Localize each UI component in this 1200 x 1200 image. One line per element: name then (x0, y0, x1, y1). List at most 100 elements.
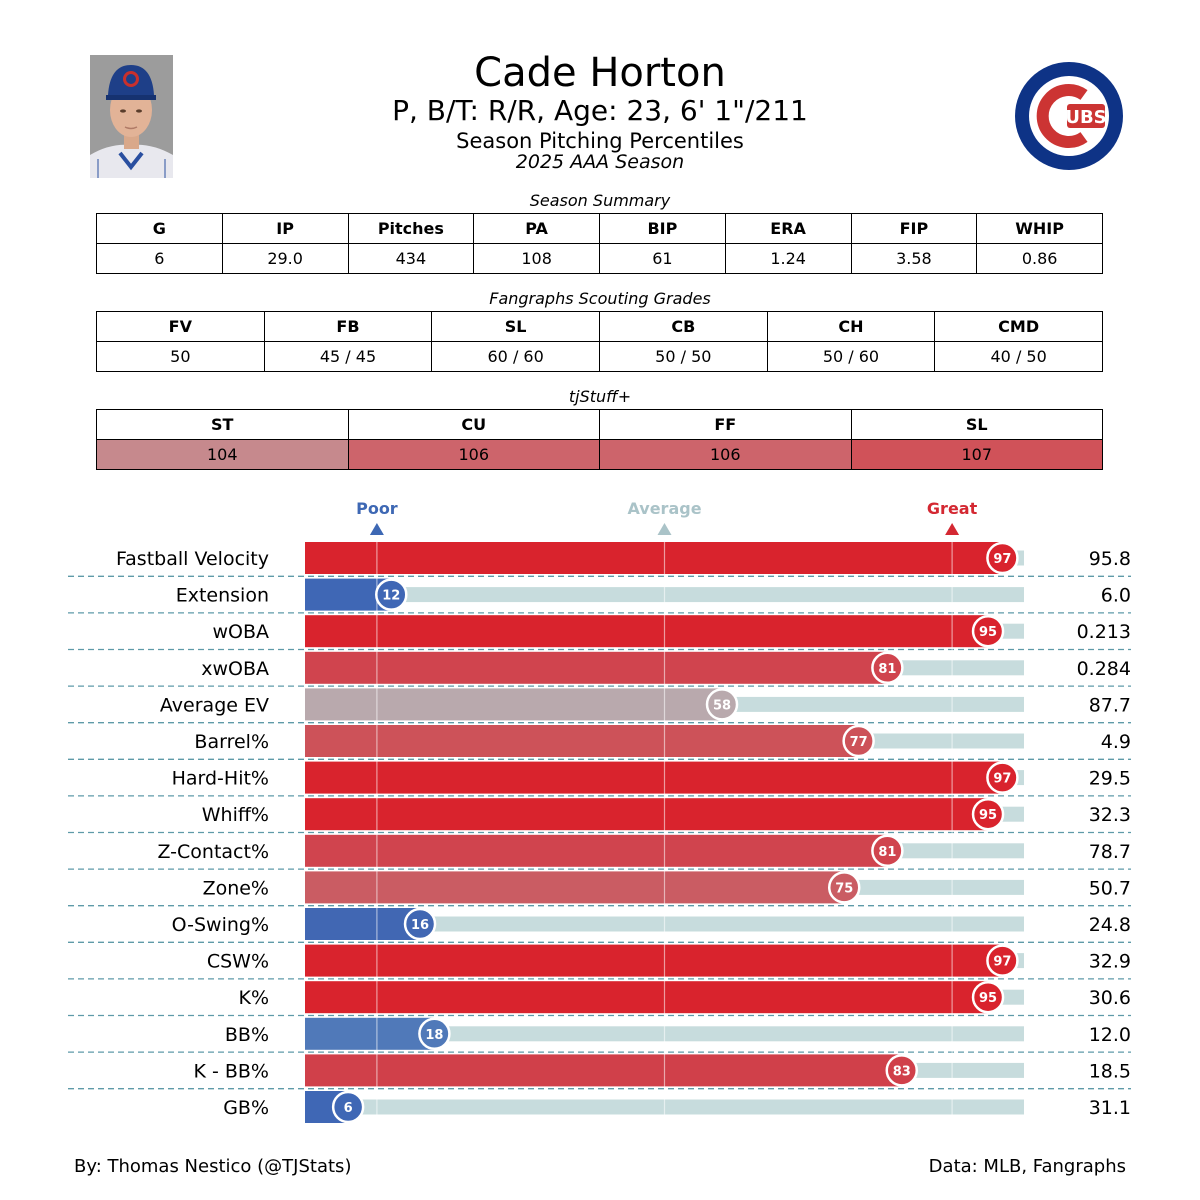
stat-value: 6.0 (1101, 585, 1131, 607)
scouting-col-cmd: CMD (934, 311, 1103, 342)
percentile-bar (305, 688, 723, 721)
percentile-marker (986, 944, 1019, 977)
percentile-label: 97 (993, 772, 1011, 787)
summary-val-whip: 0.86 (976, 243, 1103, 274)
summary-val-bip: 61 (599, 243, 726, 274)
scouting-val-cmd: 40 / 50 (934, 341, 1103, 372)
marker-label-average: Average (627, 499, 701, 518)
category-label: Hard-Hit% (172, 768, 269, 790)
summary-header-row: G IP Pitches PA BIP ERA FIP WHIP (96, 213, 1103, 244)
percentile-marker (885, 1054, 919, 1087)
stat-value: 24.8 (1089, 914, 1131, 936)
marker-triangle-great (945, 523, 960, 535)
marker-label-great: Great (927, 499, 978, 518)
percentile-bar (305, 908, 421, 940)
category-label: Zone% (203, 877, 269, 899)
chart-subtitle: Season Pitching Percentiles (456, 129, 744, 153)
stat-value: 18.5 (1089, 1060, 1131, 1082)
percentile-label: 97 (993, 955, 1011, 970)
tjstuff-col-st: ST (96, 409, 349, 440)
percentile-marker (828, 871, 861, 904)
summary-col-g: G (96, 213, 223, 244)
percentile-label: 12 (382, 589, 400, 604)
percentile-marker (842, 724, 875, 758)
stat-value: 95.8 (1089, 548, 1131, 570)
percentile-bar (305, 615, 989, 648)
percentile-label: 83 (893, 1064, 911, 1079)
percentile-label: 58 (713, 698, 731, 713)
stat-value: 31.1 (1089, 1097, 1131, 1119)
footer-source: Data: MLB, Fangraphs (928, 1156, 1126, 1177)
scouting-val-fb: 45 / 45 (263, 341, 433, 372)
player-name: Cade Horton (474, 50, 726, 96)
category-label: Extension (176, 585, 269, 607)
summary-table: G IP Pitches PA BIP ERA FIP WHIP 6 29.0 … (96, 213, 1103, 274)
category-label: CSW% (207, 951, 269, 973)
scouting-val-fv: 50 (96, 341, 265, 372)
percentile-bar (305, 761, 1003, 794)
tjstuff-value-row: 104 106 106 107 (96, 439, 1103, 470)
scouting-col-ch: CH (766, 311, 936, 342)
tjstuff-val-st: 104 (96, 439, 349, 470)
percentile-marker (418, 1017, 451, 1051)
tjstuff-val-ff: 106 (599, 439, 852, 470)
percentile-label: 95 (979, 991, 997, 1006)
percentile-marker (971, 980, 1005, 1014)
percentile-marker (986, 761, 1019, 794)
marker-label-poor: Poor (356, 499, 398, 518)
percentile-label: 95 (979, 808, 997, 823)
tjstuff-table: ST CU FF SL 104 106 106 107 (96, 409, 1103, 470)
player-bio: P, B/T: R/R, Age: 23, 6' 1"/211 (392, 94, 808, 127)
tjstuff-caption: tjStuff+ (568, 387, 632, 406)
percentile-bar (305, 981, 989, 1014)
percentile-marker (375, 578, 408, 611)
team-logo: UBS (1015, 62, 1123, 170)
marker-triangle-poor (369, 523, 384, 535)
percentile-bar (305, 725, 859, 757)
percentile-marker (971, 614, 1005, 648)
summary-val-ip: 29.0 (221, 243, 349, 274)
percentile-marker (403, 907, 437, 941)
percentile-marker (331, 1090, 365, 1124)
category-label: BB% (225, 1024, 269, 1046)
summary-val-fip: 3.58 (850, 243, 978, 274)
summary-col-era: ERA (724, 213, 852, 244)
percentile-label: 18 (425, 1028, 443, 1043)
summary-col-pitches: Pitches (347, 213, 475, 244)
stat-value: 4.9 (1101, 731, 1131, 753)
percentile-chart: Poor Average Great Fastball Velocity 95.8 Ext… (68, 499, 1131, 1124)
scouting-col-cb: CB (598, 311, 768, 342)
percentile-marker (705, 688, 739, 721)
summary-col-whip: WHIP (976, 213, 1103, 244)
summary-caption: Season Summary (529, 191, 671, 210)
stat-value: 0.213 (1077, 621, 1131, 643)
tjstuff-header-row: ST CU FF SL (96, 409, 1103, 440)
summary-val-pitches: 434 (347, 243, 475, 274)
scouting-val-ch: 50 / 60 (766, 341, 936, 372)
category-label: wOBA (212, 621, 269, 643)
percentile-marker (871, 834, 904, 868)
stat-value: 30.6 (1089, 987, 1131, 1009)
category-label: Fastball Velocity (116, 548, 269, 570)
category-label: O-Swing% (172, 914, 269, 936)
category-label: Average EV (160, 694, 269, 716)
category-label: K - BB% (193, 1060, 269, 1082)
percentile-bar (305, 944, 1003, 977)
stat-value: 87.7 (1089, 694, 1131, 716)
tjstuff-val-cu: 106 (347, 439, 600, 470)
summary-val-pa: 108 (473, 243, 600, 274)
percentile-bar (305, 1054, 902, 1087)
percentile-label: 97 (993, 552, 1011, 567)
category-label: xwOBA (201, 658, 269, 680)
percentile-label: 6 (344, 1101, 353, 1116)
tjstuff-col-sl: SL (850, 409, 1103, 440)
percentile-label: 95 (979, 625, 997, 640)
category-label: Z-Contact% (157, 841, 269, 863)
summary-col-fip: FIP (850, 213, 978, 244)
percentile-label: 77 (850, 735, 868, 750)
scouting-value-row: 50 45 / 45 60 / 60 50 / 50 50 / 60 40 / … (96, 341, 1103, 372)
tjstuff-col-cu: CU (347, 409, 600, 440)
percentile-bar (305, 798, 989, 831)
percentile-label: 81 (878, 662, 896, 677)
footer-author: By: Thomas Nestico (@TJStats) (74, 1156, 352, 1177)
